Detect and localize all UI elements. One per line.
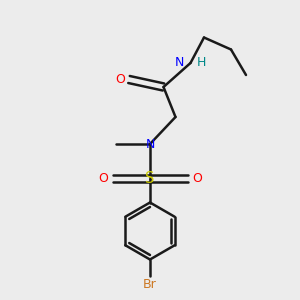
Text: N: N <box>145 137 155 151</box>
Text: O: O <box>98 172 108 185</box>
Text: S: S <box>145 171 155 186</box>
Text: O: O <box>192 172 202 185</box>
Text: N: N <box>175 56 184 70</box>
Text: O: O <box>116 73 125 86</box>
Text: H: H <box>197 56 206 70</box>
Text: Br: Br <box>143 278 157 291</box>
